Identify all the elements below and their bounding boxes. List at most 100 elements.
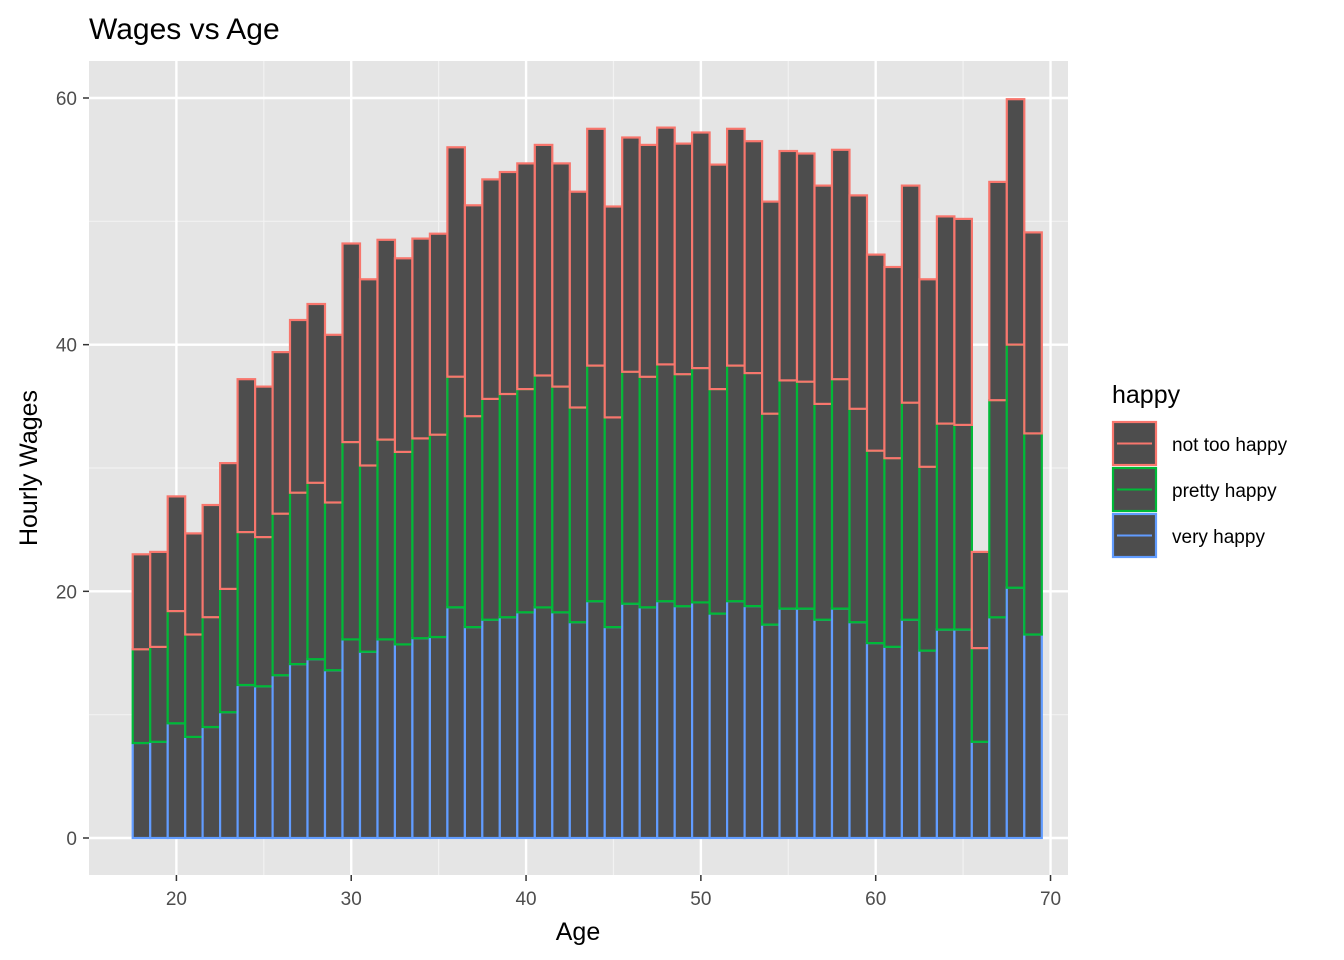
x-tick-label: 20 [166,889,187,910]
bar-pretty-happy-age-57 [813,402,834,621]
bar-not-too-happy-age-45 [603,205,624,419]
bar-very-happy-age-36 [446,606,466,840]
bar-very-happy-age-57 [813,618,834,840]
bar-not-too-happy-age-43 [568,190,589,409]
bar-very-happy-age-64 [935,628,956,840]
bar-very-happy-age-53 [743,604,764,840]
bar-not-too-happy-age-55 [778,149,799,382]
y-tick-label: 40 [56,336,77,357]
bar-not-too-happy-age-20 [166,495,187,613]
bar-very-happy-age-18 [131,741,152,840]
bar-very-happy-age-68 [1005,586,1026,840]
bar-pretty-happy-age-20 [166,609,187,725]
bar-very-happy-age-69 [1023,633,1043,840]
bar-very-happy-age-33 [393,643,414,840]
bar-not-too-happy-age-61 [883,265,904,460]
legend-title: happy [1112,381,1181,409]
bar-pretty-happy-age-61 [883,457,904,648]
bar-very-happy-age-28 [306,658,327,840]
bar-very-happy-age-49 [673,604,694,840]
bar-pretty-happy-age-21 [184,633,204,739]
bar-very-happy-age-25 [254,685,274,840]
bar-very-happy-age-40 [516,611,536,840]
legend: happy not too happy pretty happy very happ… [1111,381,1288,559]
bar-not-too-happy-age-21 [184,532,204,636]
bar-pretty-happy-age-53 [743,371,764,608]
bar-pretty-happy-age-33 [393,450,414,646]
bar-very-happy-age-54 [760,623,781,840]
bar-pretty-happy-age-59 [848,407,869,624]
bar-pretty-happy-age-19 [149,645,169,743]
bars [131,98,1043,840]
bar-very-happy-age-29 [323,669,344,840]
x-tick-label: 50 [690,889,711,910]
bar-very-happy-age-19 [149,740,169,840]
bar-very-happy-age-45 [603,625,624,840]
bar-pretty-happy-age-58 [830,378,851,610]
bar-pretty-happy-age-29 [323,501,344,672]
bar-very-happy-age-67 [988,616,1008,840]
bar-not-too-happy-age-59 [848,194,869,410]
bar-very-happy-age-39 [498,616,519,840]
bar-very-happy-age-43 [568,621,589,840]
chart-title: Wages vs Age [89,13,280,46]
bar-not-too-happy-age-34 [411,237,431,440]
y-axis: 0 20 40 60 [56,89,89,850]
bar-pretty-happy-age-36 [446,375,466,609]
bar-pretty-happy-age-63 [918,465,939,652]
bar-not-too-happy-age-50 [690,131,711,370]
bar-pretty-happy-age-22 [201,616,222,729]
bar-not-too-happy-age-53 [743,140,764,375]
bar-not-too-happy-age-36 [446,146,466,378]
bar-not-too-happy-age-30 [341,242,362,444]
bar-very-happy-age-62 [900,618,921,840]
bar-pretty-happy-age-18 [131,648,152,745]
bar-very-happy-age-59 [848,621,869,840]
bar-pretty-happy-age-24 [236,530,257,687]
bar-pretty-happy-age-27 [288,491,309,666]
bar-very-happy-age-58 [830,607,851,840]
bar-very-happy-age-46 [621,602,641,840]
bar-not-too-happy-age-54 [760,200,781,415]
bar-very-happy-age-52 [725,600,746,840]
bar-very-happy-age-37 [463,625,484,840]
bar-very-happy-age-42 [551,611,571,840]
bar-pretty-happy-age-65 [953,423,974,631]
bar-pretty-happy-age-60 [865,449,886,645]
bar-not-too-happy-age-31 [358,278,379,467]
bar-not-too-happy-age-32 [376,238,397,441]
bar-very-happy-age-47 [638,606,659,840]
bar-pretty-happy-age-67 [988,399,1008,619]
y-tick-label: 0 [66,829,77,850]
bar-very-happy-age-32 [376,638,397,840]
bar-not-too-happy-age-56 [795,152,816,383]
bar-pretty-happy-age-38 [481,397,501,621]
bar-pretty-happy-age-62 [900,401,921,621]
bar-not-too-happy-age-40 [516,162,536,391]
bar-not-too-happy-age-18 [131,553,152,651]
legend-label-very-happy: very happy [1172,527,1265,548]
bar-pretty-happy-age-45 [603,416,624,629]
bar-not-too-happy-age-51 [708,163,729,391]
bar-not-too-happy-age-39 [498,170,519,396]
bar-not-too-happy-age-66 [970,550,991,650]
bar-pretty-happy-age-51 [708,388,729,615]
bar-very-happy-age-22 [201,725,222,840]
bar-pretty-happy-age-40 [516,388,536,614]
bar-very-happy-age-30 [341,638,362,840]
bar-not-too-happy-age-48 [656,126,676,366]
bar-very-happy-age-50 [690,601,711,840]
bar-very-happy-age-44 [586,600,606,840]
bar-very-happy-age-27 [288,662,309,840]
bar-very-happy-age-21 [184,735,204,840]
bar-not-too-happy-age-29 [323,333,344,504]
bar-very-happy-age-41 [533,606,554,840]
x-axis-title: Age [556,918,600,946]
bar-pretty-happy-age-68 [1005,343,1026,589]
bar-pretty-happy-age-56 [795,380,816,610]
bar-pretty-happy-age-55 [778,379,799,610]
bar-not-too-happy-age-26 [271,351,292,515]
bar-not-too-happy-age-52 [725,127,746,367]
bar-pretty-happy-age-44 [586,364,606,603]
bar-pretty-happy-age-30 [341,441,362,641]
